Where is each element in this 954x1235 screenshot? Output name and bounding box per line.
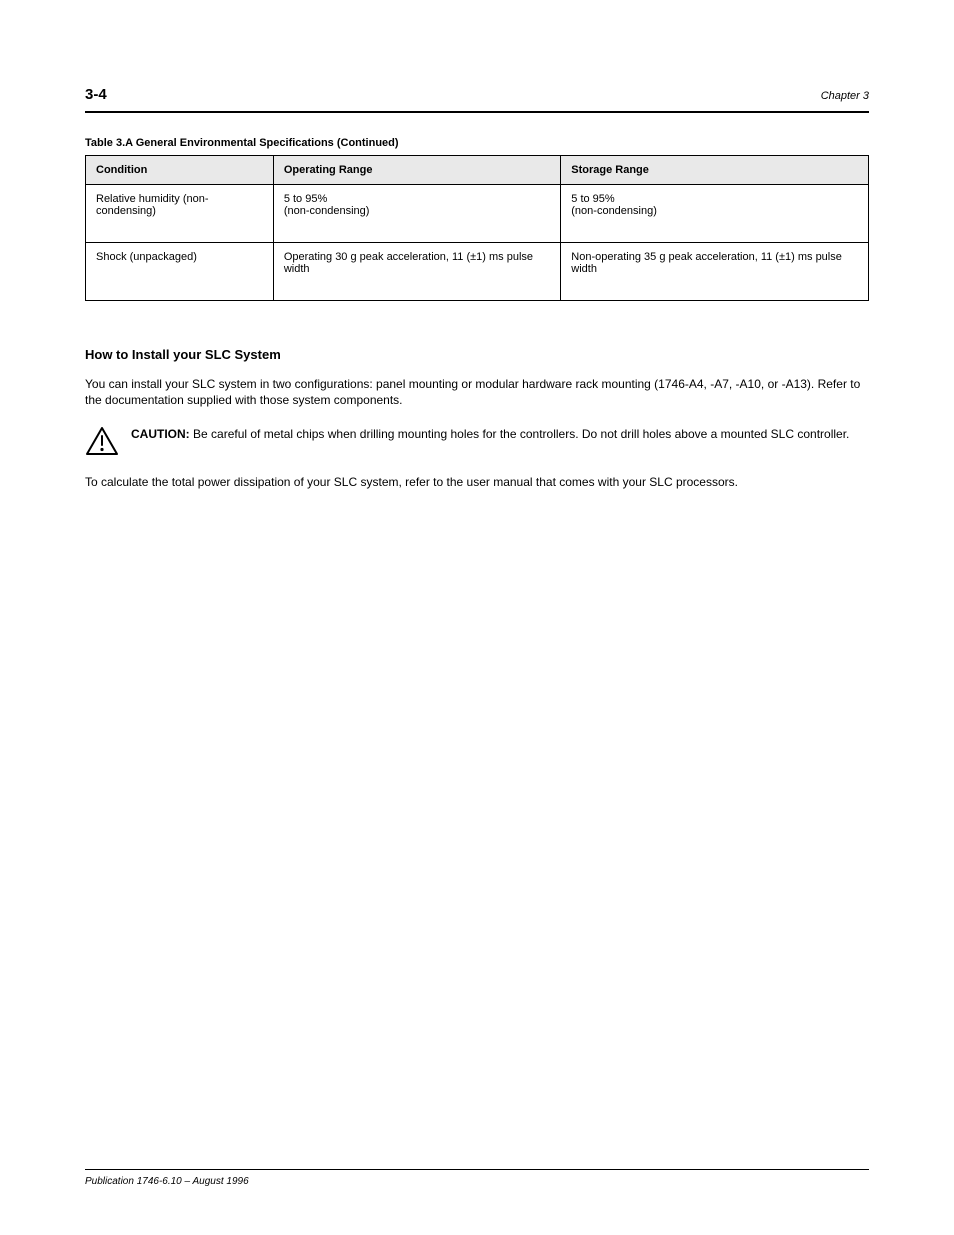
table-header-row: Condition Operating Range Storage Range [86,156,869,185]
page: 3-4 Chapter 3 Table 3.A General Environm… [0,0,954,1235]
header-rule [85,111,869,113]
table-cell: Non-operating 35 g peak acceleration, 11… [561,243,869,301]
footer-left: Publication 1746-6.10 – August 1996 [85,1176,249,1187]
section-heading: How to Install your SLC System [85,347,869,362]
table-cell: 5 to 95%(non-condensing) [561,185,869,243]
table-col-storage: Storage Range [561,156,869,185]
footer-rule [85,1169,869,1170]
caution-label: CAUTION: [131,427,190,441]
caution-icon [85,426,119,456]
table-cell: Shock (unpackaged) [86,243,274,301]
section-number: 3-4 [85,86,107,103]
table-cell: 5 to 95%(non-condensing) [273,185,560,243]
footer-row: Publication 1746-6.10 – August 1996 [85,1176,869,1187]
page-header: 3-4 Chapter 3 [85,86,869,103]
spec-table: Condition Operating Range Storage Range … [85,155,869,301]
chapter-label: Chapter 3 [821,90,869,102]
caution-body: Be careful of metal chips when drilling … [193,427,849,441]
table-col-condition: Condition [86,156,274,185]
table-cell: Operating 30 g peak acceleration, 11 (±1… [273,243,560,301]
caution-text: CAUTION: Be careful of metal chips when … [131,426,849,442]
body-paragraph: You can install your SLC system in two c… [85,376,869,408]
table-row: Shock (unpackaged) Operating 30 g peak a… [86,243,869,301]
table-title: Table 3.A General Environmental Specific… [85,137,869,149]
page-footer: Publication 1746-6.10 – August 1996 [85,1169,869,1187]
body-paragraph: To calculate the total power dissipation… [85,474,869,490]
table-col-operating: Operating Range [273,156,560,185]
caution-block: CAUTION: Be careful of metal chips when … [85,426,869,456]
table-row: Relative humidity (non-condensing) 5 to … [86,185,869,243]
table-cell: Relative humidity (non-condensing) [86,185,274,243]
